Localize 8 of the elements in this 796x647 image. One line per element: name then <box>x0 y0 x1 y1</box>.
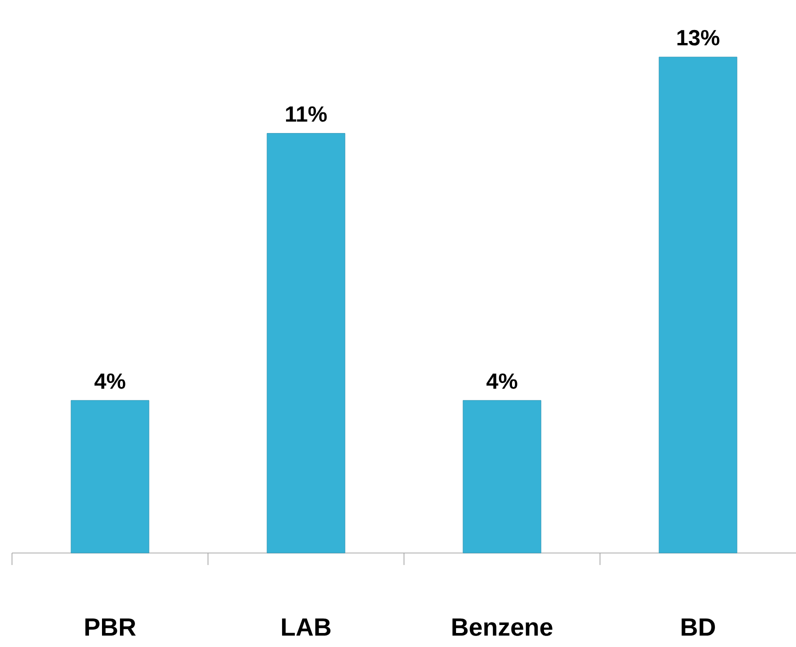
x-tick-label: LAB <box>282 618 330 636</box>
x-tick-label: PBR <box>85 618 136 636</box>
data-label: 4% <box>486 373 518 389</box>
x-tick-label: Benzene <box>452 618 552 636</box>
x-tick-label: BD <box>682 618 715 636</box>
data-label: 4% <box>94 373 126 389</box>
data-label: 11% <box>286 106 327 122</box>
data-label: 13% <box>677 30 720 46</box>
